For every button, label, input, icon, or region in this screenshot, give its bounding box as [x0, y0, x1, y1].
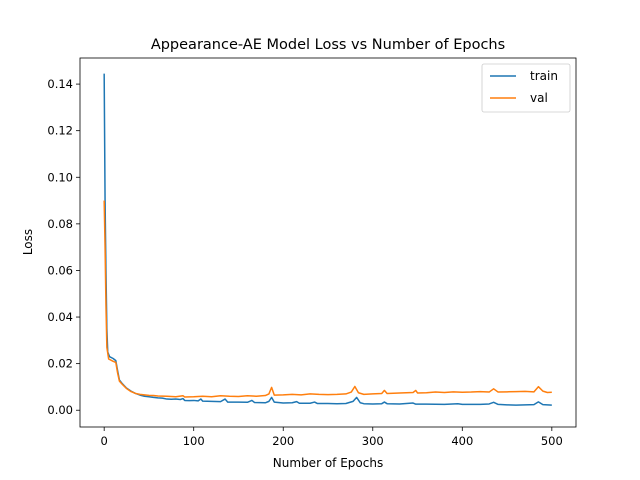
y-tick-label: 0.00: [47, 403, 73, 417]
x-axis-label: Number of Epochs: [273, 456, 383, 470]
y-tick-label: 0.08: [47, 217, 73, 231]
legend-label-train: train: [530, 69, 558, 83]
x-tick-label: 500: [541, 434, 563, 448]
y-tick-label: 0.12: [47, 124, 73, 138]
legend: train val: [481, 63, 571, 113]
x-tick-label: 0: [101, 434, 108, 448]
y-tick-label: 0.04: [47, 310, 73, 324]
series-line-val: [103, 200, 552, 398]
y-tick-label: 0.10: [47, 170, 73, 184]
series-line-train: [103, 73, 552, 406]
x-tick-label: 300: [362, 434, 384, 448]
x-tick-label: 100: [183, 434, 205, 448]
y-tick-label: 0.06: [47, 263, 73, 277]
y-axis-ticks: 0.00 0.02 0.04 0.06 0.08 0.10 0.12 0.14: [47, 77, 80, 417]
chart-title: Appearance-AE Model Loss vs Number of Ep…: [151, 37, 505, 53]
plot-frame: [79, 57, 577, 428]
legend-label-val: val: [530, 91, 548, 105]
x-tick-label: 400: [451, 434, 473, 448]
x-axis-ticks: 0 100 200 300 400 500: [101, 427, 563, 448]
x-tick-label: 200: [272, 434, 294, 448]
y-tick-label: 0.02: [47, 357, 73, 371]
y-axis-label: Loss: [21, 229, 35, 255]
plot-lines: [103, 73, 552, 406]
y-tick-label: 0.14: [47, 77, 73, 91]
